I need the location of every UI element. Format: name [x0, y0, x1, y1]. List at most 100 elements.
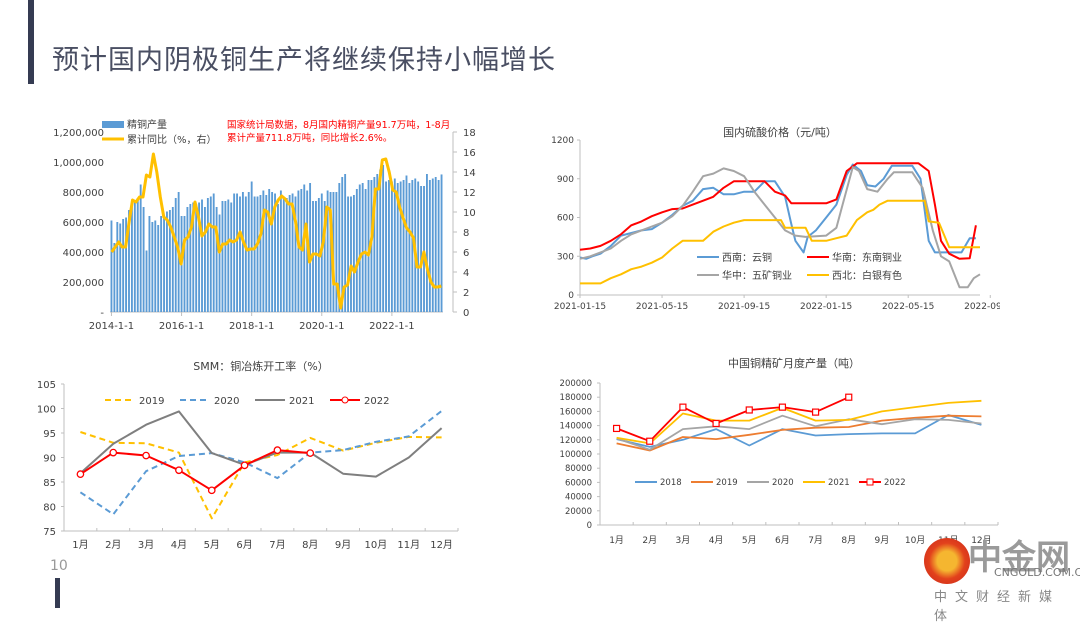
y-tick-label: 60000: [565, 478, 592, 488]
x-tick-label: 2021-05-15: [636, 302, 688, 312]
bar: [139, 184, 142, 312]
data-point-marker: [778, 403, 787, 411]
bar: [288, 195, 291, 312]
bar: [396, 183, 399, 312]
y-tick-label: 85: [43, 478, 56, 489]
watermark-subtitle: 中文财经新媒体: [934, 590, 1061, 624]
bar: [110, 220, 113, 312]
page-number: 10: [50, 558, 68, 574]
bar: [119, 223, 122, 312]
bar: [408, 183, 411, 312]
bar: [125, 217, 128, 312]
legend-label: 西南：云铜: [722, 251, 772, 264]
copper-concentrate-chart: 中国铜精矿月度产量（吨） 0 20000 40000 60000 80000 100000 1…: [560, 356, 999, 546]
legend-label: 华中：五矿铜业: [722, 269, 792, 282]
bar: [195, 204, 198, 312]
series-line-2020: [79, 410, 443, 516]
bar: [323, 201, 326, 312]
legend-label: 华南：东南铜业: [832, 251, 902, 264]
y-tick-label: 80: [43, 503, 56, 514]
bar: [326, 190, 329, 312]
y-tick-label: 120000: [560, 436, 592, 446]
page-title: 预计国内阴极铜生产将继续保持小幅增长: [52, 45, 556, 76]
data-point-marker: [175, 466, 183, 475]
bar: [142, 207, 145, 312]
y-tick-label: 95: [43, 429, 56, 440]
bar: [399, 181, 402, 312]
bar: [271, 192, 274, 312]
bar: [133, 201, 136, 312]
x-tick-label: 2022-05-15: [882, 302, 934, 312]
bar: [361, 183, 364, 312]
bar: [224, 201, 227, 312]
legend-label: 西北：白银有色: [832, 269, 902, 282]
x-tick-label: 2016-1-1: [159, 321, 204, 332]
bar: [393, 178, 396, 312]
bar: [247, 192, 250, 312]
bar: [279, 190, 282, 312]
x-tick-label: 2月: [642, 535, 657, 546]
y-tick-label: 160000: [560, 407, 592, 417]
y-left-tick-label: 400,000: [63, 248, 104, 259]
bar: [163, 216, 165, 312]
y-tick-label: 80000: [565, 464, 592, 474]
bar: [174, 198, 177, 312]
series-line-2018: [616, 414, 982, 448]
y-right-tick-label: 4: [463, 268, 469, 279]
bar: [151, 222, 154, 312]
x-tick-label: 6月: [775, 535, 790, 546]
legend-label: 2020: [772, 478, 794, 488]
y-tick-label: 40000: [565, 493, 592, 503]
legend-label: 2021: [289, 396, 314, 407]
bar: [250, 181, 253, 312]
x-tick-label: 5月: [204, 539, 220, 551]
x-tick-label: 7月: [269, 539, 285, 551]
series-line-2019: [80, 431, 442, 520]
bar: [352, 195, 355, 312]
bar: [212, 193, 215, 312]
bar: [241, 192, 244, 312]
y-tick-label: 0: [587, 521, 592, 531]
cumulative-yoy-line: [110, 152, 442, 310]
series-line-1: [579, 162, 977, 260]
bar: [154, 220, 157, 312]
x-tick-label: 12月: [430, 539, 453, 551]
bar: [244, 196, 247, 312]
bar: [168, 210, 171, 312]
x-tick-label: 2014-1-1: [89, 321, 134, 332]
bar: [282, 198, 285, 312]
bar: [285, 198, 288, 312]
bar: [183, 216, 186, 312]
chart-title: SMM：铜冶炼开工率（%）: [193, 359, 328, 373]
series-line-2021: [616, 399, 982, 445]
data-point-marker: [109, 448, 118, 457]
legend-label: 2019: [139, 396, 164, 407]
y-tick-label: 140000: [560, 422, 592, 432]
bar: [157, 225, 160, 312]
bar: [411, 180, 414, 312]
data-point-marker: [679, 403, 687, 411]
data-point-marker: [712, 419, 720, 428]
x-tick-label: 10月: [905, 535, 925, 546]
y-right-tick-label: 8: [463, 228, 469, 239]
bar: [203, 207, 206, 312]
bar: [113, 243, 116, 312]
legend-label-line: 累计同比（%，右）: [127, 133, 217, 146]
legend-marker: [341, 396, 349, 404]
legend-label: 2020: [214, 396, 239, 407]
y-left-tick-label: 800,000: [63, 188, 104, 199]
bar: [201, 199, 203, 312]
bar: [148, 216, 151, 312]
bar: [221, 201, 224, 312]
legend-marker: [866, 478, 874, 486]
refined-copper-chart: - 200,000 400,000 600,000 800,000 1,000,000 1,…: [53, 118, 476, 332]
bar: [145, 250, 148, 312]
legend-label: 2021: [828, 478, 850, 488]
bar: [314, 201, 317, 312]
bar: [274, 193, 276, 312]
bar: [390, 181, 393, 312]
x-tick-label: 2020-1-1: [299, 321, 344, 332]
bar: [166, 211, 168, 312]
bar: [116, 222, 119, 312]
data-point-marker: [76, 470, 85, 479]
